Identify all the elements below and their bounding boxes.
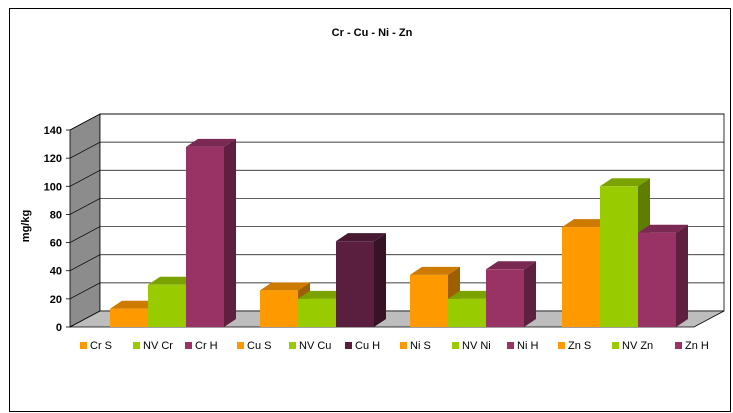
- legend-item: Zn S: [558, 340, 591, 352]
- y-tick-label: 100: [44, 181, 62, 193]
- legend-item: NV Ni: [452, 340, 491, 352]
- y-tick-label: 80: [50, 209, 62, 221]
- legend-item: Cr S: [80, 340, 112, 352]
- legend-label: Cr S: [90, 340, 112, 352]
- legend-label: Cu S: [247, 340, 271, 352]
- bar-cu-h: [336, 233, 386, 327]
- legend-item: Cu S: [237, 340, 271, 352]
- gridline-side: [69, 141, 101, 159]
- legend-swatch: [675, 342, 682, 349]
- legend-label: NV Ni: [462, 340, 491, 352]
- legend-label: Ni H: [517, 340, 538, 352]
- legend-swatch: [345, 342, 352, 349]
- gridline-side: [69, 226, 101, 243]
- gridline-side: [69, 169, 101, 187]
- legend-item: Zn H: [675, 340, 709, 352]
- legend-swatch: [185, 342, 192, 349]
- legend-item: Cu H: [345, 340, 380, 352]
- legend-swatch: [80, 342, 87, 349]
- y-tick-label: 120: [44, 153, 62, 165]
- y-tick-label: 140: [44, 125, 62, 137]
- bar-ni-h: [486, 261, 536, 327]
- y-axis-label: mg/kg: [20, 210, 32, 242]
- legend-label: Cu H: [355, 340, 380, 352]
- y-tick-label: 60: [50, 238, 62, 250]
- gridline-side: [69, 198, 101, 215]
- legend-swatch: [289, 342, 296, 349]
- side-wall: [69, 113, 101, 328]
- legend-swatch: [507, 342, 514, 349]
- legend-label: NV Cr: [143, 340, 173, 352]
- legend-item: Ni S: [400, 340, 431, 352]
- legend-item: NV Zn: [612, 340, 653, 352]
- y-tick-label: 0: [56, 322, 62, 334]
- legend-label: Zn S: [568, 340, 591, 352]
- legend-swatch: [612, 342, 619, 349]
- legend-swatch: [452, 342, 459, 349]
- legend-swatch: [400, 342, 407, 349]
- legend-label: Zn H: [685, 340, 709, 352]
- legend-item: NV Cr: [133, 340, 173, 352]
- legend-label: NV Zn: [622, 340, 653, 352]
- legend-label: Cr H: [195, 340, 218, 352]
- legend-swatch: [558, 342, 565, 349]
- gridline-side: [69, 113, 101, 131]
- gridline-side: [69, 282, 101, 300]
- legend-item: NV Cu: [289, 340, 331, 352]
- y-tick-label: 40: [50, 266, 62, 278]
- legend-item: Ni H: [507, 340, 538, 352]
- bar-zn-s: [562, 219, 612, 327]
- legend-label: NV Cu: [299, 340, 331, 352]
- y-tick-label: 20: [50, 294, 62, 306]
- legend-item: Cr H: [185, 340, 218, 352]
- bar-zn-h: [638, 224, 688, 327]
- legend-swatch: [133, 342, 140, 349]
- bar-cr-h: [186, 138, 236, 327]
- chart-title: Cr - Cu - Ni - Zn: [332, 27, 413, 39]
- legend-label: Ni S: [410, 340, 431, 352]
- gridline-side: [69, 254, 101, 272]
- legend-swatch: [237, 342, 244, 349]
